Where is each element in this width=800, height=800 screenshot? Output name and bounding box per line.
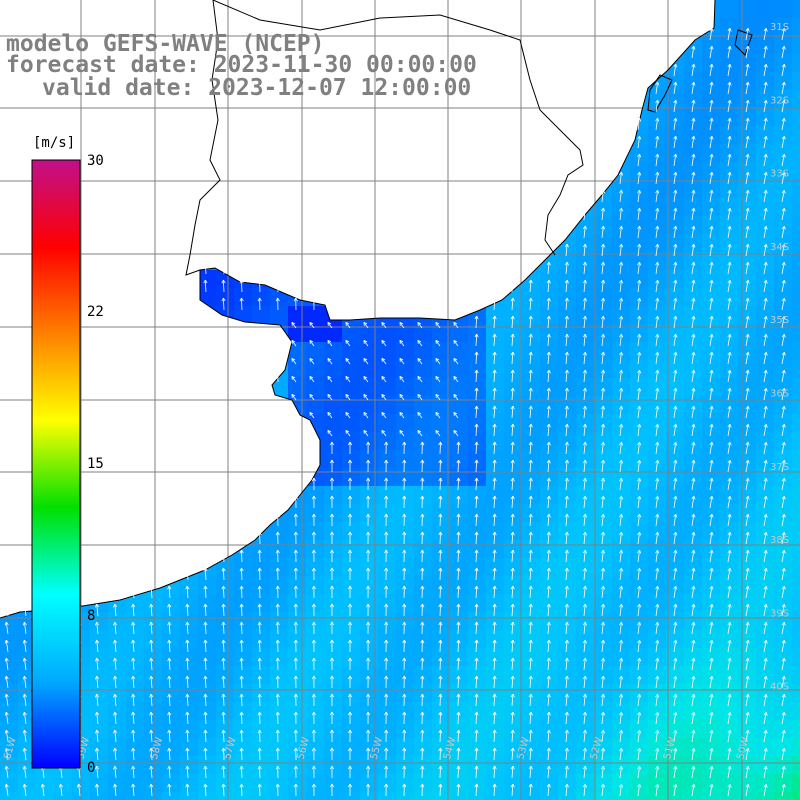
border-brazil-uruguay [212,0,584,256]
lagoon-patos [647,74,673,113]
lat-label: 35S [770,315,789,326]
title-model: modelo GEFS-WAVE (NCEP) [6,31,325,57]
colorbar-ramp [31,159,81,769]
lat-label: 34S [770,242,789,253]
lat-label: 38S [770,535,789,546]
colorbar-tick-30: 30 [87,153,104,169]
colorbar-tick-8: 8 [87,608,96,624]
border-river-uruguay [185,0,221,276]
lat-label: 33S [770,169,789,180]
lat-label: 31S [770,22,789,33]
lat-label: 39S [770,608,789,619]
colorbar [31,159,81,769]
colorbar-tick-22: 22 [87,304,104,320]
lat-label: 37S [770,462,789,473]
colorbar-tick-0: 0 [87,760,96,776]
lat-label: 36S [770,389,789,400]
title-valid-date: valid date: 2023-12-07 12:00:00 [42,75,472,101]
lat-label: 32S [770,95,789,106]
colorbar-tick-15: 15 [87,456,104,472]
wind-vectors [4,27,786,797]
lat-label: 40S [770,682,789,693]
land-mass [0,0,715,618]
title-forecast-date: forecast date: 2023-11-30 00:00:00 [6,52,477,78]
colorbar-unit: [m/s] [33,135,76,151]
land-area [0,0,715,618]
